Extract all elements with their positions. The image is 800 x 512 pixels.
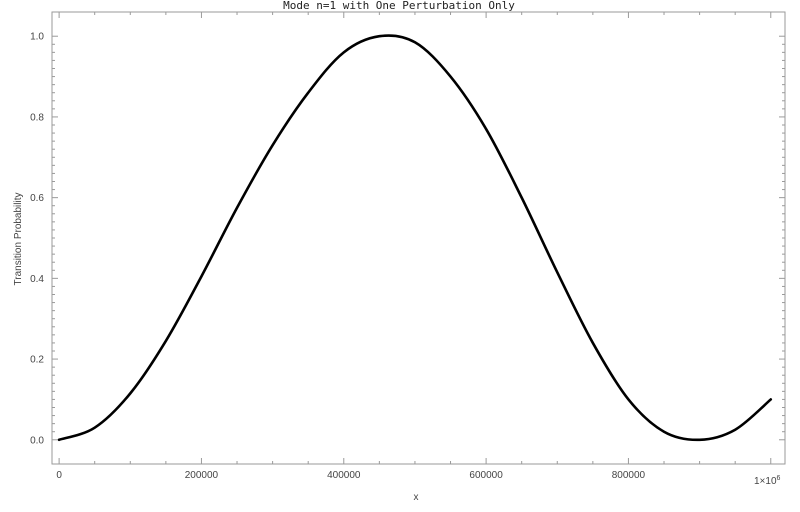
y-axis-label: Transition Probability xyxy=(13,192,24,285)
y-tick-label: 0.8 xyxy=(30,112,44,123)
x-axis-label: x xyxy=(414,492,419,503)
x-tick-label: 200000 xyxy=(185,470,219,481)
chart-title: Mode n=1 with One Perturbation Only xyxy=(283,0,515,12)
series-layer xyxy=(57,34,773,442)
x-tick-label: 0 xyxy=(56,470,62,481)
x-axis-multiplier: 1×106 xyxy=(754,475,781,487)
plot-frame xyxy=(51,11,786,465)
y-tick-label: 0.2 xyxy=(30,355,44,366)
x-tick-label: 600000 xyxy=(469,470,503,481)
y-tick-label: 0.6 xyxy=(30,193,44,204)
y-tick-label: 1.0 xyxy=(30,32,44,43)
series-line xyxy=(57,34,773,442)
x-tick-label: 800000 xyxy=(612,470,646,481)
x-axis-multiplier-base: 1×10 xyxy=(754,476,777,487)
y-tick-label: 0.0 xyxy=(30,435,44,446)
x-axis-multiplier-exponent: 6 xyxy=(777,475,781,482)
x-tick-label: 400000 xyxy=(327,470,361,481)
axis-ticks: 0 200000 400000 600000 800000 0.0 0.2 0.4 0.6 0.8… xyxy=(30,12,785,481)
y-tick-label: 0.4 xyxy=(30,274,44,285)
